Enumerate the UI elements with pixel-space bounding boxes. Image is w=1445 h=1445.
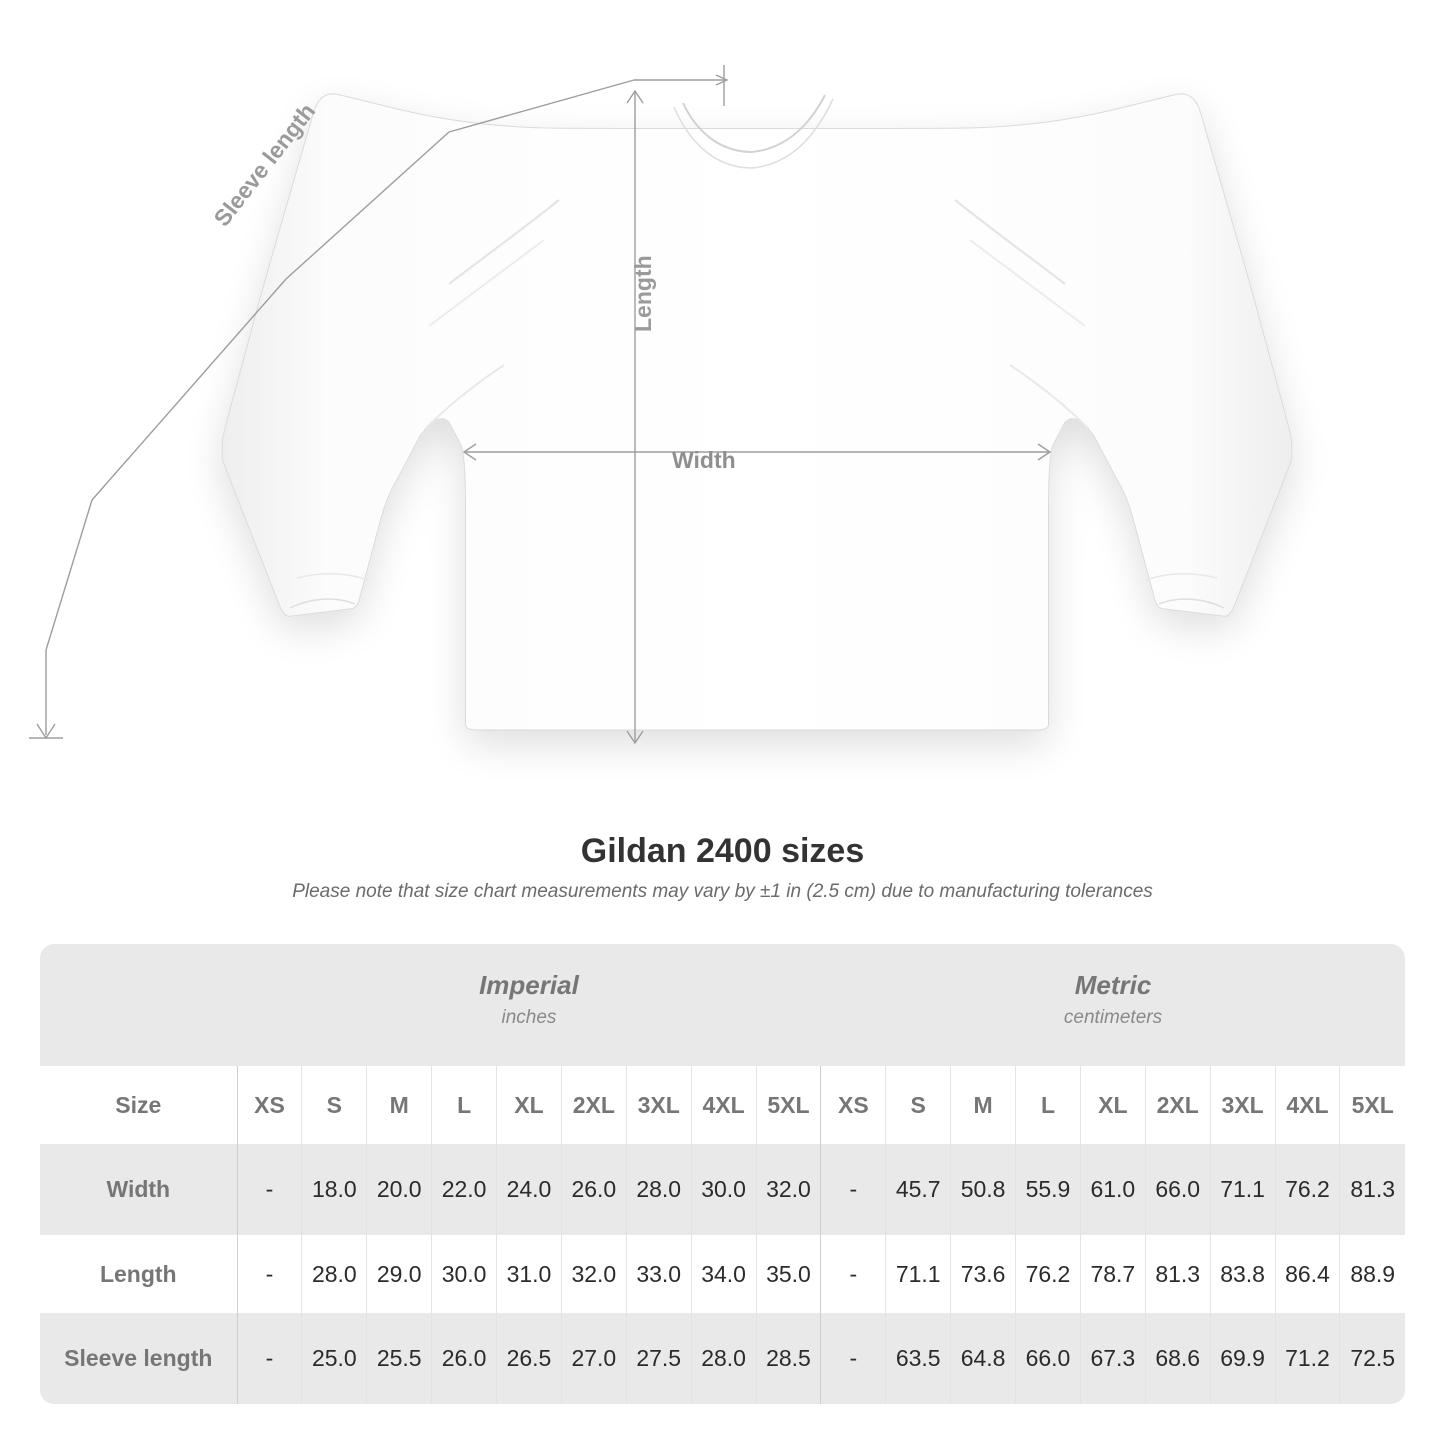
svg-text:Width: Width	[672, 447, 736, 473]
svg-text:Length: Length	[630, 255, 656, 332]
